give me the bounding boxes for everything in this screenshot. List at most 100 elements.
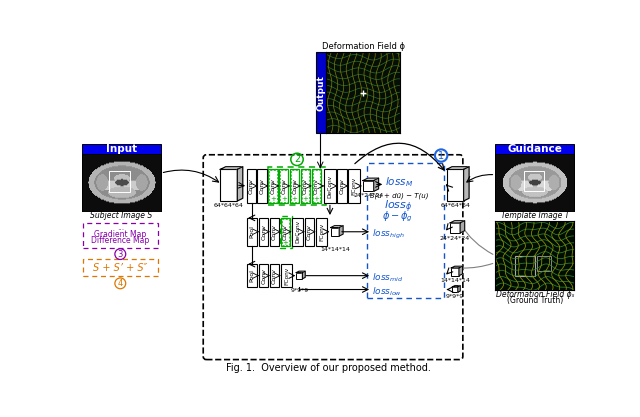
Text: Subject Image S: Subject Image S (90, 211, 152, 220)
Text: +: + (282, 239, 288, 246)
Bar (450, 223, 460, 233)
Polygon shape (460, 221, 465, 233)
Text: S(u + dū) − T(u): S(u + dū) − T(u) (370, 193, 428, 199)
Text: Conv: Conv (249, 178, 254, 194)
Text: DeConv: DeConv (328, 174, 332, 198)
Bar (316, 53, 326, 133)
Bar (281, 218, 290, 246)
Text: Conv: Conv (261, 268, 266, 284)
Text: 1: 1 (438, 151, 444, 161)
Text: Conv: Conv (307, 224, 312, 240)
Text: 9*9*9: 9*9*9 (446, 294, 464, 299)
Text: Deformation Field ϕ: Deformation Field ϕ (322, 42, 404, 51)
Text: 9*9*9: 9*9*9 (290, 288, 308, 293)
Polygon shape (450, 221, 465, 223)
Text: Gradient Map: Gradient Map (94, 230, 147, 239)
Bar (81, 144, 161, 154)
Bar (246, 169, 256, 203)
Text: 24*24*24: 24*24*24 (440, 236, 470, 241)
Text: Pool: Pool (250, 269, 255, 282)
Bar (257, 169, 267, 203)
Bar (301, 169, 310, 203)
Text: +: + (314, 196, 319, 202)
Polygon shape (220, 167, 243, 169)
Bar (447, 169, 463, 201)
Text: Conv: Conv (282, 178, 286, 194)
Text: DeConv: DeConv (295, 220, 300, 244)
Text: +: + (292, 196, 298, 202)
Text: (Ground Truth): (Ground Truth) (507, 296, 563, 305)
Text: Guidance: Guidance (508, 144, 563, 154)
Polygon shape (303, 271, 305, 279)
Bar (296, 273, 303, 279)
Text: $\mathit{loss_{high}}$: $\mathit{loss_{high}}$ (372, 228, 405, 241)
Polygon shape (339, 226, 343, 236)
Bar (331, 228, 339, 236)
Bar (282, 219, 289, 245)
Bar (363, 181, 374, 191)
Bar (451, 268, 459, 276)
Bar (83, 259, 157, 276)
Bar (324, 169, 336, 203)
Polygon shape (458, 286, 460, 292)
Polygon shape (374, 178, 379, 191)
Text: 24*24*24: 24*24*24 (353, 193, 383, 198)
Bar (290, 169, 300, 203)
Polygon shape (463, 167, 469, 201)
Bar (268, 167, 326, 205)
Bar (316, 218, 327, 246)
Bar (291, 170, 298, 202)
Bar (246, 218, 257, 246)
Polygon shape (296, 271, 305, 273)
Text: S + S’ + S″: S + S’ + S″ (93, 263, 147, 273)
Polygon shape (363, 178, 379, 181)
Bar (246, 264, 257, 287)
Text: 2: 2 (294, 154, 300, 164)
Bar (259, 264, 268, 287)
Bar (367, 163, 444, 298)
Text: Fig. 1.  Overview of our proposed method.: Fig. 1. Overview of our proposed method. (225, 363, 431, 373)
Bar (312, 169, 321, 203)
Bar (280, 170, 288, 202)
Text: Conv: Conv (260, 178, 264, 194)
Polygon shape (452, 286, 460, 287)
Text: 4: 4 (118, 279, 123, 288)
Text: Conv: Conv (283, 224, 288, 240)
Text: Output: Output (316, 75, 325, 111)
Text: 64*64*64: 64*64*64 (214, 203, 244, 208)
Text: $\mathit{loss_M}$: $\mathit{loss_M}$ (385, 175, 413, 189)
Bar (292, 218, 303, 246)
Bar (269, 170, 277, 202)
Bar (268, 169, 278, 203)
Text: Conv: Conv (272, 268, 277, 284)
Text: +: + (303, 196, 308, 202)
Text: Pool: Pool (250, 225, 255, 238)
Text: Conv: Conv (314, 178, 319, 194)
Bar (83, 223, 157, 248)
Bar (452, 287, 458, 292)
Bar (280, 216, 292, 248)
Text: +: + (281, 196, 287, 202)
Text: $\mathit{loss_{\phi}}$: $\mathit{loss_{\phi}}$ (383, 198, 412, 215)
Polygon shape (459, 266, 463, 276)
Bar (270, 218, 279, 246)
Polygon shape (451, 266, 463, 268)
Text: Input: Input (106, 144, 136, 154)
Text: 3: 3 (118, 250, 123, 259)
Text: FConv: FConv (284, 266, 289, 285)
Bar (220, 169, 237, 201)
Bar (281, 264, 292, 287)
Polygon shape (447, 167, 469, 169)
Text: Deformation Field ϕₛ: Deformation Field ϕₛ (495, 290, 574, 299)
Text: Conv: Conv (261, 224, 266, 240)
Text: $\phi - \phi_g$: $\phi - \phi_g$ (382, 209, 413, 224)
Bar (495, 144, 575, 154)
Text: 14*14*14: 14*14*14 (440, 278, 470, 283)
Text: Difference Map: Difference Map (91, 236, 149, 245)
Bar (305, 218, 314, 246)
Text: ...: ... (116, 224, 124, 232)
Bar (259, 218, 268, 246)
Text: Conv: Conv (303, 178, 308, 194)
Bar (270, 264, 279, 287)
Text: $\mathit{loss_{low}}$: $\mathit{loss_{low}}$ (372, 286, 403, 298)
